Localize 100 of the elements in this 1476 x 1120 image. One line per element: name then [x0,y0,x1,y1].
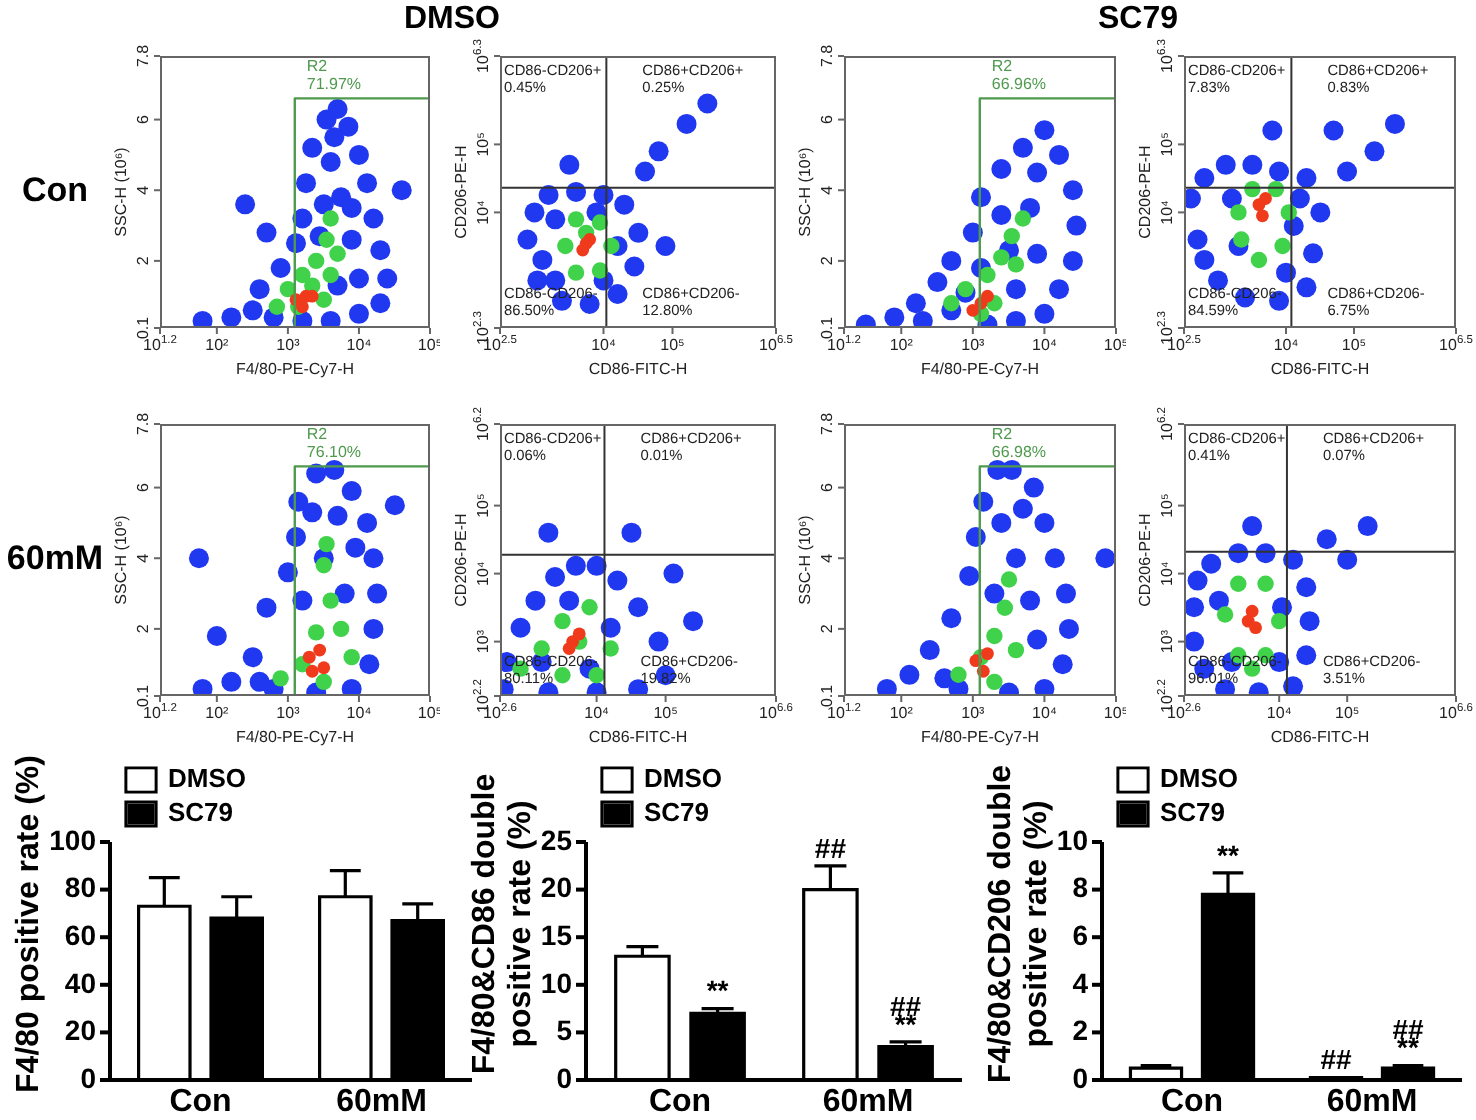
x-axis-title: CD86-FITC-H [588,728,688,747]
chart-title: DMSO [404,2,500,38]
x-tick-label: 10² [205,704,230,723]
y-tick-label: 10 [540,966,573,999]
y-tick-label: 60 [64,918,97,951]
y-axis-title: CD206-PE-H [452,512,471,607]
y-axis-title: CD206-PE-H [1136,512,1155,607]
data-label: ** [1217,838,1240,871]
x-axis-title: CD86-FITC-H [1270,360,1370,379]
y-tick-label: 6 [134,114,153,125]
x-axis-title: CD86-FITC-H [588,360,688,379]
y-tick-label: 6 [134,482,153,493]
x-tick-label: 10⁴ [584,704,611,723]
x-tick-label: 10⁴ [1273,336,1300,355]
x-tick-label: 10² [889,704,914,723]
y-tick-label: 4 [134,552,153,563]
y-tick-label: 25 [540,823,573,856]
y-tick-label: 0.1 [134,683,153,708]
x-tick-label: 60mM [822,1084,914,1119]
y-tick-label: 100 [49,823,97,856]
y-tick-label: 80 [64,871,97,904]
x-tick-label: 10³ [276,336,301,355]
text: 60mM [6,539,104,578]
y-tick-label: 8 [1072,871,1089,904]
y-tick-label: 10 [1056,823,1089,856]
y-tick-label: 2 [1072,1014,1089,1047]
y-tick-label: 2 [134,255,153,266]
y-tick-label: 2 [818,255,837,266]
x-tick-label: 10² [205,336,230,355]
y-tick-label: 40 [64,966,97,999]
legend-label: SC79 [644,797,710,828]
y-tick-label: 0.1 [134,315,153,340]
chart-title: SC79 [1097,2,1179,38]
series-label: R2 71.97% [306,56,362,93]
y-tick-label: 0.1 [818,683,837,708]
y-tick-label: 10⁵ [1158,132,1177,157]
y-tick-label: 6 [1072,918,1089,951]
y-tick-label: 4 [818,552,837,563]
x-tick-label: 10⁴ [1032,336,1058,355]
y-tick-label: 7.8 [134,43,153,68]
y-tick-label: 7.8 [134,411,153,436]
y-tick-label: 7.8 [818,43,837,68]
x-tick-label: 10⁴ [591,336,617,355]
legend-label: DMSO [1160,763,1238,794]
data-label: ## [814,831,847,864]
text: Con [21,171,89,210]
data-label: ** [706,974,730,1007]
y-tick-label: 10⁴ [1158,198,1177,225]
y-tick-label: 5 [556,1014,573,1047]
y-tick-label: 6 [818,482,837,493]
x-tick-label: 10³ [961,336,986,355]
x-axis-title: F4/80-PE-Cy7-H [920,360,1040,379]
y-tick-label: 4 [1072,966,1089,999]
x-tick-label: 10³ [961,704,986,723]
y-tick-label: 2 [134,623,153,634]
y-tick-label: 20 [540,871,573,904]
data-label: ## ** [1392,1013,1424,1064]
series-label: R2 76.10% [306,424,362,461]
series-label: R2 66.96% [991,56,1047,93]
y-tick-label: 0 [556,1061,573,1094]
legend-label: SC79 [1160,797,1226,828]
x-tick-label: 10⁵ [660,336,685,355]
series-label: R2 66.98% [991,424,1047,461]
y-tick-label: 15 [540,918,573,951]
y-axis-title: SSC-H (10⁶) [796,514,815,605]
y-tick-label: 4 [818,184,837,195]
x-axis-title: F4/80-PE-Cy7-H [235,728,355,747]
data-label: ## ** [890,989,922,1040]
y-tick-label: 20 [64,1014,97,1047]
legend-label: DMSO [168,763,246,794]
legend-label: DMSO [644,763,722,794]
x-tick-label: Con [1160,1084,1224,1119]
y-axis-title: CD206-PE-H [452,144,471,239]
x-tick-label: 60mM [1326,1084,1418,1119]
x-axis-title: CD86-FITC-H [1270,728,1370,747]
y-tick-label: 6 [818,114,837,125]
x-axis-title: F4/80-PE-Cy7-H [235,360,355,379]
y-tick-label: 10⁵ [474,132,493,157]
x-tick-label: 10⁵ [653,704,678,723]
y-tick-label: 10⁴ [474,560,493,586]
y-tick-label: 10⁵ [474,493,493,518]
x-tick-label: Con [648,1084,712,1119]
data-label: ## [1320,1043,1352,1076]
x-axis-title: F4/80-PE-Cy7-H [920,728,1040,747]
x-tick-label: 60mM [336,1084,427,1119]
x-tick-label: 10⁵ [1334,704,1360,723]
legend-label: SC79 [168,797,234,828]
y-axis-title: F4/80 positive rate (%) [12,755,47,1093]
y-axis-title: F4/80&CD86 double positive rate (%) [467,773,538,1075]
y-tick-label: 10⁵ [1158,493,1177,518]
x-tick-label: 10³ [276,704,301,723]
x-tick-label: 10⁴ [1266,704,1293,723]
y-tick-label: 7.8 [818,411,837,436]
x-tick-label: Con [169,1084,232,1119]
y-tick-label: 0 [80,1061,97,1094]
y-axis-title: SSC-H (10⁶) [112,146,131,237]
y-tick-label: 10⁴ [474,198,493,225]
y-axis-title: SSC-H (10⁶) [796,146,815,237]
x-tick-label: 10⁴ [346,336,373,355]
y-tick-label: 0 [1072,1061,1089,1094]
